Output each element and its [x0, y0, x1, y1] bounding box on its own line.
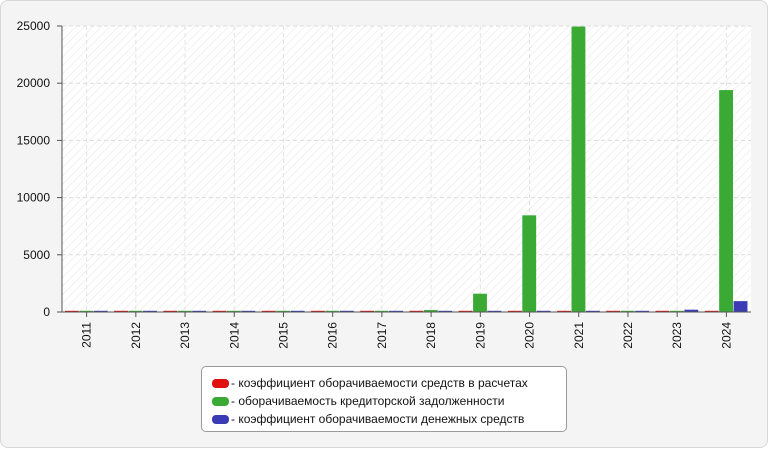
- bar: [143, 310, 157, 312]
- legend-label: - коэффициент оборачиваемости средств в …: [231, 376, 528, 390]
- bar: [177, 310, 192, 312]
- bar: [487, 310, 502, 312]
- bar: [114, 310, 129, 312]
- x-tick-label: 2024: [719, 322, 733, 349]
- x-tick-label: 2011: [80, 322, 94, 348]
- bar: [704, 310, 719, 312]
- bar: [325, 310, 340, 312]
- bar: [655, 310, 670, 312]
- y-tick-label: 5000: [23, 248, 50, 262]
- y-tick-label: 10000: [17, 191, 51, 205]
- bar: [522, 215, 537, 312]
- bar: [409, 310, 424, 312]
- x-tick-label: 2018: [424, 322, 438, 349]
- bar: [606, 310, 621, 312]
- y-tick-label: 15000: [17, 133, 51, 147]
- x-tick-label: 2022: [621, 322, 635, 349]
- x-tick-label: 2023: [670, 322, 684, 349]
- x-tick-label: 2021: [572, 322, 586, 349]
- x-tick-label: 2014: [227, 322, 241, 349]
- x-tick-label: 2012: [129, 322, 143, 349]
- plot-area: [62, 26, 751, 312]
- x-tick-label: 2019: [473, 322, 487, 349]
- bar: [374, 310, 389, 312]
- legend-item: - коэффициент оборачиваемости средств в …: [212, 374, 556, 392]
- bar: [360, 310, 375, 312]
- x-tick-label: 2013: [178, 322, 192, 349]
- legend-swatch-green: [212, 396, 229, 406]
- x-tick-label: 2015: [276, 322, 290, 349]
- bar: [311, 310, 325, 312]
- legend-label: - коэффициент оборачиваемости денежных с…: [231, 412, 525, 426]
- bar: [620, 310, 635, 312]
- legend: - коэффициент оборачиваемости средств в …: [201, 366, 567, 432]
- bar: [536, 310, 551, 312]
- legend-item: - оборачиваемость кредиторской задолженн…: [212, 392, 556, 410]
- bar: [276, 310, 291, 312]
- legend-swatch-red: [212, 378, 229, 388]
- legend-label: - оборачиваемость кредиторской задолженн…: [231, 394, 505, 408]
- bar: [64, 310, 79, 312]
- bar: [339, 310, 354, 312]
- bar: [669, 310, 684, 312]
- bars: [64, 26, 748, 312]
- bar: [93, 310, 108, 312]
- bar: [719, 90, 734, 312]
- x-tick-label: 2017: [375, 322, 389, 349]
- y-tick-label: 0: [43, 305, 50, 319]
- bar: [557, 310, 571, 312]
- bar: [571, 26, 586, 312]
- bar: [507, 310, 522, 312]
- bar: [227, 310, 241, 312]
- axes: 0 5000 10000 15000 20000 25000 2011 2012 2013 201…: [17, 19, 751, 349]
- bar: [733, 301, 748, 312]
- y-tick-label: 25000: [17, 19, 51, 33]
- bar: [128, 310, 143, 312]
- x-tick-label: 2020: [523, 322, 537, 349]
- bar: [473, 293, 487, 312]
- bar: [290, 310, 305, 312]
- bar: [635, 310, 650, 312]
- x-tick-label: 2016: [326, 322, 340, 349]
- bar: [585, 310, 600, 312]
- bar: [241, 310, 256, 312]
- bar: [212, 310, 227, 312]
- bar: [389, 310, 403, 312]
- bar: [684, 309, 699, 312]
- bar: [79, 310, 94, 312]
- grid: [62, 25, 751, 312]
- bar: [261, 310, 276, 312]
- y-tick-label: 20000: [17, 76, 51, 90]
- bar: [423, 310, 438, 312]
- legend-item: - коэффициент оборачиваемости денежных с…: [212, 410, 556, 428]
- legend-swatch-blue: [212, 414, 229, 424]
- bar: [163, 310, 178, 312]
- bar: [438, 310, 453, 312]
- bar: [458, 310, 473, 312]
- bar: [192, 310, 207, 312]
